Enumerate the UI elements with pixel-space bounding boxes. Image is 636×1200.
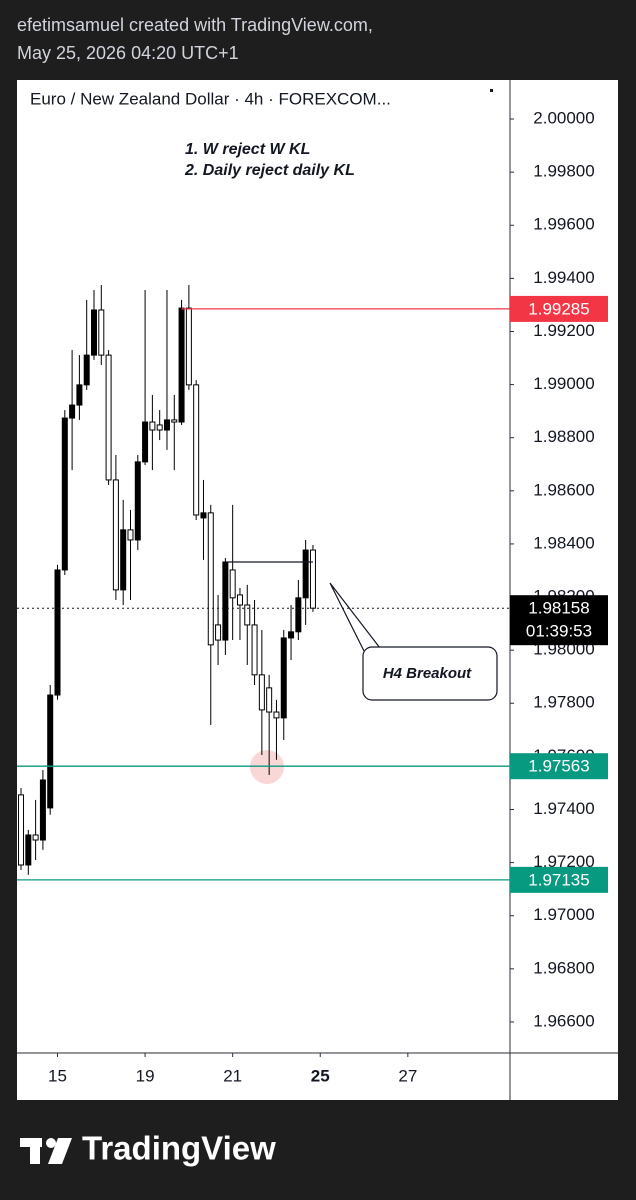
logo-part [46,1138,56,1148]
candle-body [244,604,251,626]
candle-body [134,461,141,541]
y-tick-label: 1.97400 [533,799,594,818]
y-tick-label: 2.00000 [533,109,594,128]
candle-body [222,561,229,641]
candle-body [149,421,156,431]
current-price-box [510,595,608,646]
candle-body [47,694,54,809]
candle-body [61,417,68,571]
price-label-box [510,295,608,322]
x-tick-label: 15 [48,1066,67,1085]
candle-body [32,834,39,841]
candle-body [142,421,149,463]
candle-body [171,419,178,423]
candle-body [295,597,302,633]
candle-body [185,307,192,386]
candle-body [229,569,236,599]
countdown-label: 01:39:53 [526,622,592,641]
callout-text: H4 Breakout [383,665,472,682]
price-label-box [510,866,608,893]
candle-body [266,687,273,713]
price-label: 1.99285 [528,299,589,318]
y-tick-label: 1.98600 [533,480,594,499]
y-tick-label: 1.99000 [533,374,594,393]
candle-body [309,549,316,609]
y-tick-label: 1.96800 [533,958,594,977]
y-tick-label: 1.98400 [533,533,594,552]
y-tick-label: 1.96600 [533,1011,594,1030]
chart-panel [17,80,618,1100]
brand-name: TradingView [82,1130,276,1167]
logo-part [48,1138,72,1164]
callout-box [362,646,498,701]
x-tick-label: 25 [311,1066,330,1085]
candle-body [127,529,134,541]
price-label: 1.97563 [528,757,589,776]
candle-body [178,307,185,423]
candle-body [200,512,207,519]
logo-part [30,1138,40,1164]
plot [17,285,510,881]
candle-body [215,624,222,641]
candle-body [258,674,265,711]
annotation: 1. W reject W KL [185,141,310,158]
highlight [250,750,284,784]
author-line: efetimsamuel created with TradingView.co… [17,15,373,35]
price-label: 1.97135 [528,870,589,889]
candle-body [54,569,61,696]
x-tick-label: 19 [136,1066,155,1085]
y-tick-label: 1.99400 [533,268,594,287]
y-tick-label: 1.97800 [533,693,594,712]
brand: TradingView [20,1130,276,1167]
candle-body [76,384,83,406]
callout-pointer [329,582,381,652]
y-tick-label: 1.97000 [533,905,594,924]
candle-body [236,594,243,606]
candle-body [302,549,309,599]
annotation: 2. Daily reject daily KL [184,162,355,179]
x-tick-label: 27 [398,1066,417,1085]
candle-body [90,309,97,356]
candle-body [280,637,287,719]
candle-body [112,479,119,591]
current-price-label: 1.98158 [528,599,589,618]
candle-body [25,834,32,866]
candle-body [251,624,258,676]
candle-body [69,404,76,419]
candle-body [163,419,170,431]
candle-body [193,384,200,516]
price-label-box [510,753,608,780]
candle-body [273,711,280,719]
candle-body [98,309,105,356]
candle-body [120,529,127,591]
candle-body [105,354,112,481]
y-tick-label: 1.98800 [533,427,594,446]
date-line: May 25, 2026 04:20 UTC+1 [17,43,239,63]
menu-dot [490,89,493,92]
chart-title: Euro / New Zealand Dollar · 4h · FOREXCO… [30,89,391,108]
x-tick-label: 21 [223,1066,242,1085]
candle-body [207,512,214,646]
y-tick-label: 1.99600 [533,215,594,234]
candle-body [288,631,295,639]
candle-body [39,779,46,841]
price-axis: 2.00000 1.99800 1.99600 1.99400 1.99200 1.990… [510,109,608,1030]
candle-body [156,424,163,431]
y-tick-label: 1.99200 [533,321,594,340]
y-tick-label: 1.97200 [533,852,594,871]
y-tick-label: 1.99800 [533,162,594,181]
candle-body [83,354,90,386]
candle-body [18,794,25,866]
